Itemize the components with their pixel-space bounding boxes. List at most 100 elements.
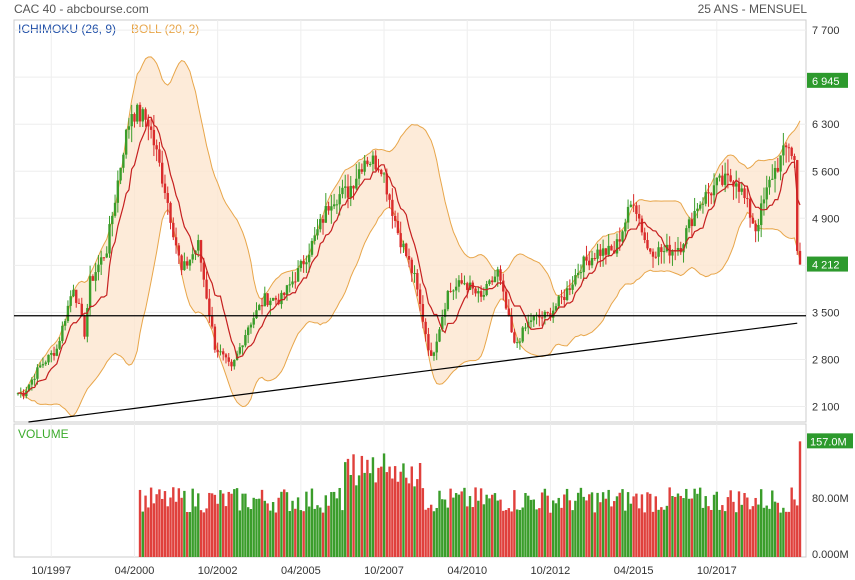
volume-bar: [754, 497, 757, 557]
candle: [283, 292, 286, 296]
candle: [568, 288, 572, 290]
volume-bar: [197, 493, 200, 557]
volume-bar: [432, 511, 436, 557]
volume-bar: [271, 502, 275, 557]
candle: [368, 164, 372, 166]
volume-bar: [238, 510, 242, 557]
candle: [676, 247, 680, 252]
candle: [441, 316, 444, 330]
volume-bar: [784, 511, 788, 557]
candle: [266, 293, 269, 306]
volume-bar: [310, 488, 314, 557]
volume-bar: [665, 505, 669, 557]
candle: [310, 240, 314, 255]
volume-bar: [441, 499, 444, 557]
legend-bollinger[interactable]: BOLL (20, 2): [131, 22, 200, 36]
volume-bar: [241, 493, 244, 557]
candle: [61, 325, 64, 341]
price-tick-label: 2 800: [812, 354, 840, 366]
candle: [94, 272, 97, 281]
candle: [36, 367, 39, 379]
volume-bar: [737, 491, 741, 557]
candle: [748, 198, 752, 218]
candle: [288, 284, 291, 286]
candle: [405, 243, 408, 256]
volume-bar: [701, 507, 705, 557]
candle: [174, 237, 178, 246]
candle: [743, 188, 746, 199]
candle: [707, 192, 710, 194]
candle: [493, 276, 497, 283]
candle: [582, 256, 585, 273]
candle: [305, 262, 308, 265]
candle: [518, 341, 522, 343]
volume-bar: [538, 508, 541, 557]
volume-bar: [252, 497, 255, 557]
volume-bar: [377, 467, 380, 557]
volume-bar: [660, 507, 663, 557]
bollinger-fill: [18, 56, 800, 416]
candle: [63, 321, 67, 326]
candle: [729, 175, 732, 182]
candle: [152, 129, 156, 146]
candle: [399, 233, 402, 248]
volume-bar: [274, 512, 278, 557]
candle: [197, 240, 200, 251]
volume-bar: [180, 497, 183, 557]
volume-bar: [269, 510, 272, 557]
candle: [138, 104, 142, 122]
volume-bar: [277, 497, 280, 557]
candle: [466, 283, 469, 290]
volume-bar: [554, 503, 558, 557]
volume-bar: [521, 507, 524, 557]
candle: [30, 379, 34, 385]
candle: [571, 284, 574, 290]
candle: [69, 296, 72, 306]
price-badge: [807, 72, 848, 88]
x-tick-label: 10/2012: [531, 565, 571, 577]
volume-bar: [396, 481, 400, 557]
candle: [260, 305, 264, 307]
x-tick-label: 04/2000: [115, 565, 155, 577]
candle: [296, 268, 300, 282]
candle: [341, 187, 344, 195]
candle: [244, 335, 247, 346]
volume-bar: [568, 500, 572, 557]
candle: [299, 260, 303, 269]
candle: [540, 317, 544, 319]
candle: [269, 300, 272, 306]
volume-bar: [596, 492, 599, 557]
volume-bar: [466, 506, 469, 557]
candle: [560, 296, 563, 298]
candle: [16, 393, 20, 395]
candle: [136, 104, 139, 122]
candle: [97, 264, 100, 273]
price-badge: [807, 256, 848, 272]
legend-ichimoku[interactable]: ICHIMOKU (26, 9): [18, 22, 117, 36]
volume-bar: [210, 493, 214, 557]
volume-bar: [654, 496, 658, 557]
volume-bar: [208, 492, 211, 557]
volume-bar: [585, 500, 588, 557]
volume-bar: [407, 483, 411, 557]
candle: [435, 341, 438, 353]
volume-bar: [601, 492, 605, 557]
volume-bar: [385, 472, 389, 557]
price-tick-label: 2 100: [812, 402, 840, 414]
candle: [213, 326, 217, 350]
candle: [532, 315, 535, 321]
candle: [241, 345, 244, 348]
candle: [319, 219, 322, 230]
candle: [654, 256, 658, 258]
x-tick-label: 04/2005: [281, 565, 321, 577]
x-tick-label: 04/2015: [614, 565, 654, 577]
volume-bar: [188, 512, 192, 557]
volume-bar: [216, 503, 219, 557]
candle: [86, 308, 89, 337]
volume-bar: [213, 494, 217, 557]
candle: [75, 289, 78, 303]
volume-bar: [529, 499, 533, 557]
candle: [402, 243, 405, 248]
candle: [147, 119, 150, 127]
